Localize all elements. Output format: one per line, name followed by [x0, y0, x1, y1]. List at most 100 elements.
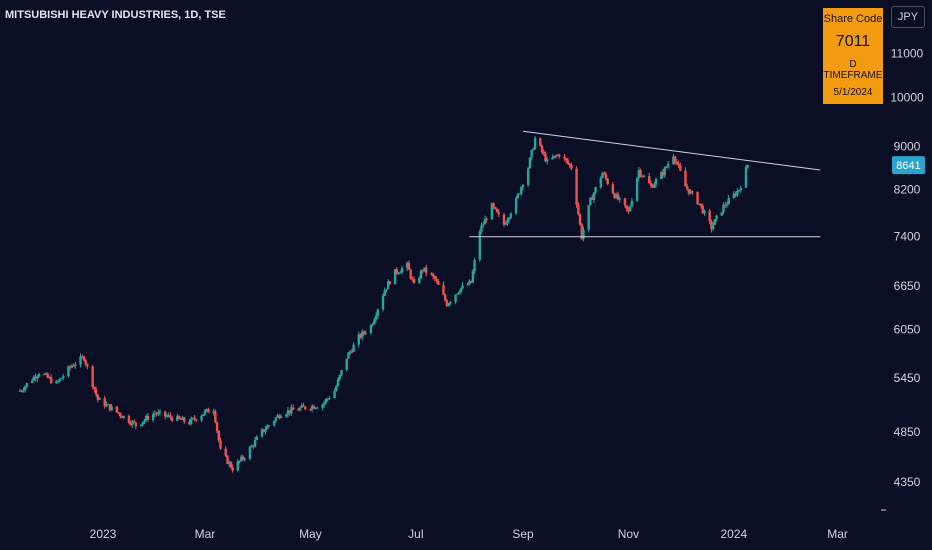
- candle-body: [471, 271, 475, 283]
- candle-body: [127, 415, 131, 423]
- candle-body: [691, 191, 694, 193]
- candle-body: [151, 414, 155, 421]
- candle-body: [120, 416, 124, 418]
- candle-body: [430, 273, 433, 275]
- candle-body: [60, 378, 63, 380]
- candle-body: [606, 178, 609, 185]
- candle-body: [506, 220, 509, 224]
- candle-body: [399, 272, 402, 274]
- candle-body: [684, 170, 687, 187]
- candle-body: [189, 418, 193, 425]
- candle-body: [70, 365, 74, 368]
- candle-body: [324, 399, 328, 403]
- candle-body: [699, 203, 703, 206]
- candle-body: [388, 281, 392, 285]
- share-code-label: Share Code: [823, 13, 883, 25]
- candle-body: [405, 262, 409, 269]
- candle-body: [746, 165, 749, 168]
- candle-body: [205, 408, 208, 411]
- x-tick-label: Jul: [408, 527, 423, 541]
- candle-body: [309, 409, 312, 411]
- candle-body: [381, 295, 385, 310]
- candle-body: [580, 224, 583, 239]
- candle-body: [278, 415, 281, 419]
- candle-body: [642, 176, 646, 178]
- candle-body: [725, 204, 729, 206]
- candle-body: [528, 157, 532, 169]
- candles: [18, 136, 749, 473]
- candle-body: [248, 447, 252, 459]
- candle-body: [478, 231, 481, 260]
- candle-body: [482, 224, 485, 226]
- candle-body: [641, 175, 644, 177]
- candle-body: [461, 285, 464, 289]
- candle-body: [202, 414, 205, 416]
- candle-body: [170, 417, 174, 421]
- candle-body: [106, 404, 110, 406]
- candle-body: [696, 192, 699, 205]
- candle-body: [286, 410, 290, 415]
- price-axis[interactable]: 4350 4850 5450 6050 6650 7400 8200 9000 10000 110…: [890, 47, 924, 489]
- candle-body: [214, 411, 217, 423]
- candle-body: [82, 356, 86, 361]
- candle-body: [568, 163, 571, 166]
- candle-body: [720, 212, 723, 216]
- candle-body: [236, 461, 240, 471]
- candle-body: [635, 178, 639, 201]
- candle-body: [333, 391, 336, 399]
- candle-body: [243, 458, 246, 460]
- candle-body: [298, 407, 302, 411]
- candle-body: [276, 415, 279, 418]
- candle-body: [587, 205, 590, 230]
- candle-body: [250, 445, 253, 448]
- candle-body: [473, 259, 476, 272]
- candle-body: [108, 404, 112, 411]
- candle-body: [466, 284, 469, 286]
- candle-body: [604, 174, 608, 179]
- candle-body: [105, 404, 108, 407]
- candle-body: [30, 380, 34, 383]
- candle-body: [200, 415, 203, 421]
- candle-body: [68, 366, 72, 368]
- candle-body: [661, 172, 665, 176]
- candle-body: [447, 303, 450, 307]
- x-tick-label: Sep: [512, 527, 534, 541]
- candle-body: [373, 319, 376, 325]
- candle-body: [240, 456, 243, 461]
- x-tick-label: Nov: [618, 527, 639, 541]
- candle-body: [297, 409, 300, 411]
- candle-body: [158, 411, 162, 413]
- candle-body: [207, 408, 210, 413]
- y-tick-label: 11000: [891, 47, 924, 61]
- candle-body: [252, 445, 255, 447]
- candle-body: [540, 145, 544, 152]
- y-tick-label: 4850: [894, 425, 921, 439]
- candle-body: [361, 331, 364, 338]
- candle-body: [46, 373, 49, 378]
- candle-body: [708, 210, 711, 222]
- candle-body: [323, 402, 326, 405]
- candle-body: [350, 351, 354, 353]
- candle-body: [279, 416, 283, 419]
- candle-body: [577, 204, 580, 215]
- candle-body: [724, 204, 727, 206]
- candle-body: [226, 455, 229, 464]
- candle-body: [449, 301, 452, 304]
- candle-body: [654, 179, 658, 185]
- candle-body: [625, 205, 628, 210]
- candle-body: [739, 187, 742, 191]
- candle-body: [509, 213, 513, 218]
- chart-title: MITSUBISHI HEAVY INDUSTRIES, 1D, TSE: [5, 9, 226, 21]
- candle-body: [179, 418, 182, 420]
- time-axis[interactable]: 2023 Mar May Jul Sep Nov 2024 Mar: [90, 509, 886, 541]
- candle-body: [139, 424, 143, 427]
- candle-body: [516, 194, 520, 199]
- candle-body: [431, 274, 435, 277]
- currency-button[interactable]: JPY: [891, 6, 925, 28]
- y-tick-label: 9000: [894, 139, 921, 153]
- y-tick-label: 5450: [894, 371, 921, 385]
- candle-body: [615, 194, 618, 199]
- candle-body: [265, 425, 269, 430]
- candle-body: [362, 331, 366, 334]
